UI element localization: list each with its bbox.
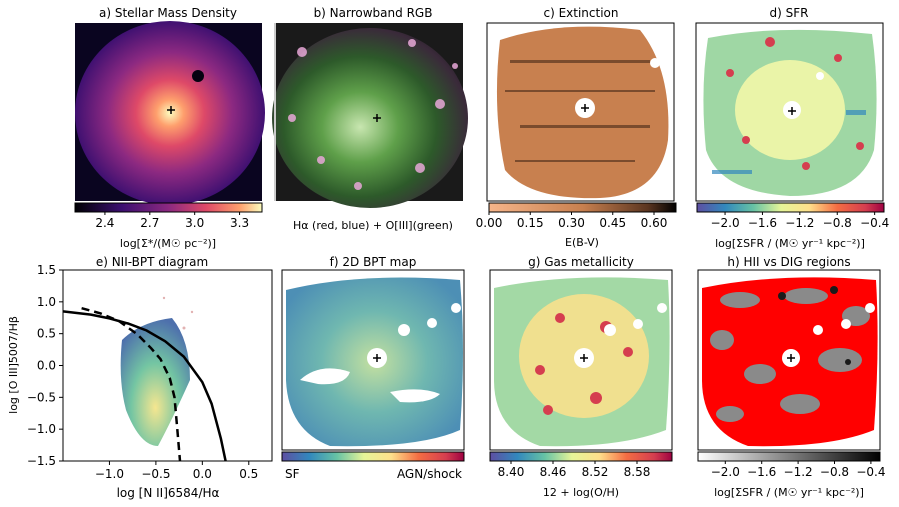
center-markers — [167, 104, 796, 362]
panel-c-map — [486, 22, 675, 202]
cbar-h-label: log[ΣSFR / (M☉ yr⁻¹ kpc⁻²)] — [714, 486, 864, 499]
colorbar-tick-label: 2.7 — [140, 216, 159, 230]
colorbar-tick-label: 3.3 — [230, 216, 249, 230]
panel-h-map — [697, 269, 881, 451]
panel-e-scatter — [62, 269, 273, 462]
panel-g-map — [489, 269, 673, 451]
cbar-a-label: log[Σ*/(M☉ pc⁻²)] — [120, 237, 216, 250]
colorbar-tick-label: 8.46 — [540, 465, 567, 479]
bpt-ytick-label: −1.0 — [27, 422, 56, 436]
bpt-xtick-label: −1.0 — [95, 467, 124, 481]
panel-a-map — [75, 21, 265, 205]
colorbar-tick-label: 8.58 — [624, 465, 651, 479]
colorbar-tick-label: −1.6 — [747, 465, 776, 479]
colorbar-g — [489, 451, 673, 462]
cbar-d-label: log[ΣSFR / (M☉ yr⁻¹ kpc⁻²)] — [715, 237, 865, 250]
colorbar-tick-label: −0.8 — [820, 465, 849, 479]
title-d: d) SFR — [770, 6, 809, 20]
colorbar-tick-label: −2.0 — [711, 465, 740, 479]
colorbar-tick-label: 0.60 — [641, 216, 668, 230]
colorbar-tick-label: 0.00 — [476, 216, 503, 230]
colorbar-a — [74, 202, 263, 213]
colorbar-tick-label: −0.4 — [860, 216, 889, 230]
cbar-g-label: 12 + log(O/H) — [543, 486, 619, 499]
colorbar-tick-label: −0.8 — [823, 216, 852, 230]
colorbar-tick-label: 0.45 — [599, 216, 626, 230]
colorbar-tick-label: −1.6 — [748, 216, 777, 230]
title-h: h) HII vs DIG regions — [727, 255, 850, 269]
colorbar-c — [488, 202, 677, 213]
colorbar-tick-label: 8.40 — [498, 465, 525, 479]
cbar-f-left-label: SF — [285, 467, 300, 481]
bpt-xtick-label: −0.5 — [141, 467, 170, 481]
colorbar-d — [696, 202, 885, 213]
colorbar-ticks: 2.4 2.7 3.0 3.3 0.00 0.15 0.30 0.45 0.60 −2.0 −1.6… — [95, 212, 889, 479]
panel-b-map — [272, 23, 468, 208]
colorbar-tick-label: −2.0 — [710, 216, 739, 230]
panel-d-map — [695, 22, 884, 202]
bpt-ytick-label: 0.5 — [37, 327, 56, 341]
panel-e-axes: −1.0 −0.5 0.0 0.5 1.5 1.0 0.5 0.0 −0.5 −1.0 −1.5 — [27, 263, 258, 481]
cbar-c-label: E(B-V) — [565, 236, 599, 249]
panel-f-map — [281, 269, 465, 451]
colorbar-f — [281, 451, 465, 462]
title-f: f) 2D BPT map — [330, 255, 417, 269]
colorbar-tick-label: −1.2 — [784, 465, 813, 479]
bpt-ytick-label: 1.5 — [37, 263, 56, 277]
bpt-ylabel: log [O III]5007/Hβ — [7, 316, 20, 414]
title-a: a) Stellar Mass Density — [99, 6, 237, 20]
colorbar-tick-label: 3.0 — [185, 216, 204, 230]
colorbar-tick-label: −0.4 — [856, 465, 885, 479]
bpt-xlabel: log [N II]6584/Hα — [117, 486, 220, 500]
colorbar-h — [697, 451, 881, 462]
kauffmann-curve — [81, 306, 182, 462]
bpt-ytick-label: −0.5 — [27, 390, 56, 404]
rgb-caption: Hα (red, blue) + O[III](green) — [293, 219, 453, 232]
title-e: e) NII-BPT diagram — [96, 255, 208, 269]
bpt-xtick-label: 0.0 — [193, 467, 212, 481]
title-b: b) Narrowband RGB — [314, 6, 433, 20]
bpt-ytick-label: 1.0 — [37, 295, 56, 309]
colorbar-tick-label: 0.30 — [558, 216, 585, 230]
bpt-ytick-label: −1.5 — [27, 454, 56, 468]
title-g: g) Gas metallicity — [528, 255, 634, 269]
title-c: c) Extinction — [543, 6, 618, 20]
cbar-f-right-label: AGN/shock — [397, 467, 462, 481]
colorbar-tick-label: 8.52 — [582, 465, 609, 479]
bpt-xtick-label: 0.5 — [239, 467, 258, 481]
bpt-ytick-label: 0.0 — [37, 359, 56, 373]
colorbar-tick-label: 0.15 — [517, 216, 544, 230]
kewley-curve — [62, 310, 227, 462]
colorbar-tick-label: −1.2 — [785, 216, 814, 230]
colorbar-tick-label: 2.4 — [95, 216, 114, 230]
